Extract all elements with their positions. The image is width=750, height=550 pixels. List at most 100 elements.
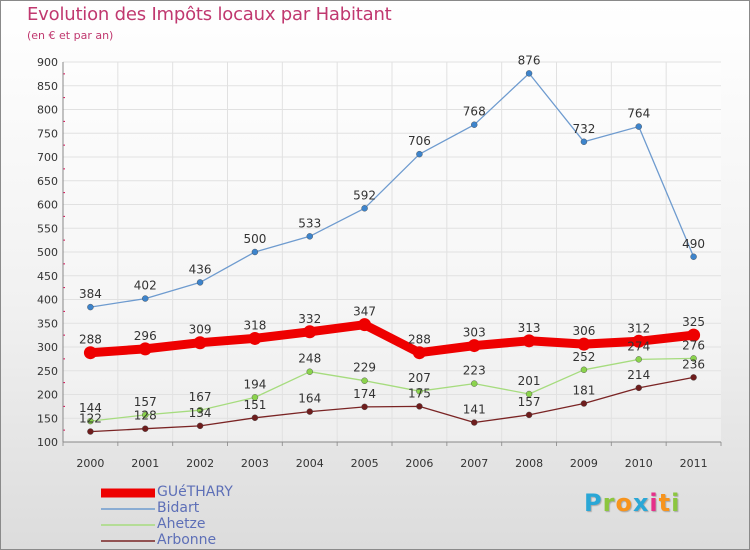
data-point (690, 355, 697, 362)
data-point (251, 414, 259, 421)
data-label: 122 (79, 412, 102, 426)
data-point (580, 366, 588, 373)
data-point (248, 331, 262, 345)
data-point (361, 403, 368, 411)
data-point (142, 295, 149, 302)
legend-swatch (101, 488, 155, 498)
data-label: 141 (463, 403, 486, 417)
axes: 2000 2001 2002 2003 2004 2005 2006 2007 2008 2009… (37, 56, 722, 470)
data-label: 533 (298, 216, 321, 230)
data-label: 309 (189, 323, 212, 337)
x-tick-label: 2004 (296, 457, 324, 470)
data-label: 325 (682, 315, 705, 329)
chart-title: Evolution des Impôts locaux par Habitant (27, 4, 392, 25)
data-label: 706 (408, 134, 431, 148)
y-tick-label: 150 (37, 412, 58, 425)
data-label: 128 (134, 409, 157, 423)
y-tick-label: 450 (37, 270, 58, 283)
data-point (306, 233, 313, 240)
data-point (358, 318, 372, 332)
x-tick-label: 2009 (570, 457, 598, 470)
data-point (193, 336, 207, 350)
grid (63, 61, 721, 442)
logo-letter: r (602, 489, 616, 517)
data-label: 134 (189, 406, 212, 420)
data-point (416, 387, 423, 395)
legend-label: Arbonne (157, 532, 217, 548)
data-point (416, 403, 423, 410)
data-point (525, 70, 533, 77)
y-tick-label: 600 (37, 199, 58, 212)
x-tick-label: 2001 (131, 457, 159, 470)
x-tick-label: 2005 (351, 457, 379, 470)
y-tick-label: 900 (37, 56, 58, 69)
data-point (87, 417, 94, 425)
data-label: 157 (134, 395, 157, 409)
data-label: 144 (79, 401, 102, 415)
data-label: 347 (353, 305, 376, 319)
data-point (251, 394, 259, 401)
data-point (196, 279, 204, 286)
data-point (471, 380, 478, 387)
data-point (577, 337, 591, 351)
data-label: 296 (134, 329, 157, 343)
data-label: 274 (627, 339, 650, 353)
data-label: 288 (79, 333, 102, 347)
x-tick-label: 2003 (241, 457, 269, 470)
logo-letter: P (584, 489, 603, 517)
logo-letter: i (649, 489, 659, 517)
data-label: 312 (627, 321, 650, 335)
x-tick-label: 2002 (186, 457, 214, 470)
data-label: 276 (682, 338, 705, 352)
data-labels: 288 296 309 318 332 347 288 303 313 306 312 325 384 4… (79, 53, 705, 425)
data-label: 252 (572, 350, 595, 364)
logo-letter: x (632, 489, 650, 517)
logo-letter: o (615, 489, 633, 517)
data-label: 194 (243, 377, 266, 391)
data-label: 201 (518, 374, 541, 388)
data-point (138, 342, 152, 356)
y-tick-label: 500 (37, 246, 58, 259)
data-label: 402 (134, 279, 157, 293)
data-point (416, 150, 423, 158)
data-label: 248 (298, 352, 321, 366)
y-tick-label: 400 (37, 294, 58, 307)
x-tick-label: 2008 (515, 457, 543, 470)
data-label: 732 (572, 122, 595, 136)
data-point (467, 339, 481, 353)
legend-swatch (101, 540, 155, 542)
x-tick-label: 2011 (680, 457, 708, 470)
data-point (142, 425, 149, 432)
data-point (83, 346, 97, 360)
data-label: 490 (682, 237, 705, 251)
legend-swatch (101, 508, 155, 510)
data-point (303, 325, 317, 339)
data-point (306, 408, 313, 415)
y-tick-label: 650 (37, 175, 58, 188)
series-line (89, 357, 695, 422)
y-tick-label: 300 (37, 341, 58, 354)
data-label: 318 (243, 318, 266, 332)
data-point (522, 334, 536, 348)
x-tick-label: 2010 (625, 457, 653, 470)
data-label: 157 (518, 395, 541, 409)
data-label: 181 (572, 384, 595, 398)
data-point (87, 428, 94, 435)
data-point (471, 121, 478, 128)
x-tick-label: 2006 (405, 457, 433, 470)
data-point (361, 377, 368, 384)
data-label: 167 (189, 390, 212, 404)
data-point (635, 123, 642, 130)
series-lines (83, 70, 701, 435)
data-label: 500 (243, 232, 266, 246)
y-tick-label: 750 (37, 127, 58, 140)
series-line (89, 376, 695, 433)
data-point (412, 346, 426, 360)
data-label: 214 (627, 368, 650, 382)
chart-subtitle: (en € et par an) (27, 29, 114, 42)
data-point (525, 411, 533, 419)
data-point (471, 419, 478, 426)
data-label: 306 (572, 324, 595, 338)
